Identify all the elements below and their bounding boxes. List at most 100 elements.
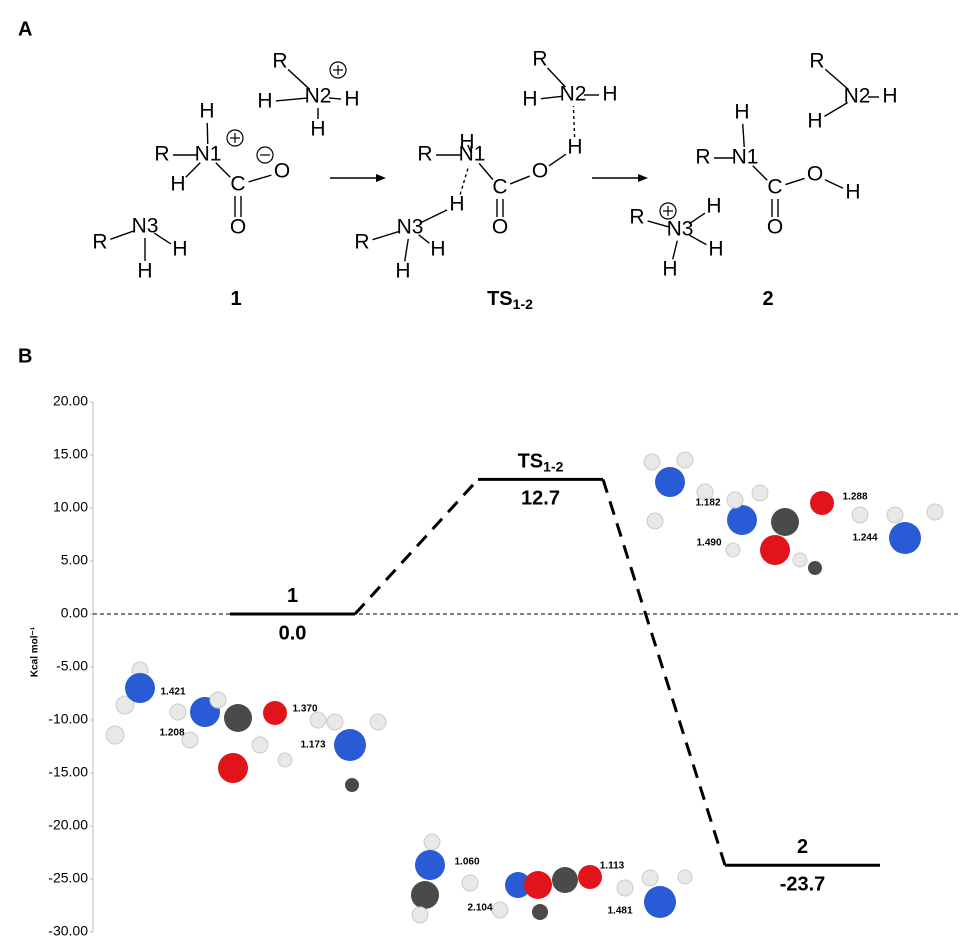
atom-ball [752,485,768,501]
atom-ball [887,507,903,523]
atom-label: C [230,173,245,196]
panel-label: A [18,18,32,40]
atom-label: H [567,136,582,159]
level-name: TS [518,451,544,473]
y-tick-label: -20.00 [48,817,88,833]
atom-ball [655,467,685,497]
compound-label: 2 [762,288,773,310]
bond-distance: 1.113 [600,861,625,872]
level-name: TS1-2 [518,451,564,474]
atom-label: H [734,101,749,124]
y-tick-label: -30.00 [48,923,88,939]
atom-label: H [170,173,185,196]
atom-ball [424,834,440,850]
atom-ball [210,692,226,708]
level-name: 2 [797,837,808,859]
atom-ball [524,871,552,899]
level-name-sub: 1-2 [543,458,563,474]
y-axis-title: Kcal mol⁻¹ [30,626,41,677]
atom-label: H [807,110,822,133]
bond [460,166,469,195]
atom-ball [677,452,693,468]
y-tick-label: -25.00 [48,870,88,886]
atom-ball [727,492,743,508]
atom-label: N3 [397,216,424,239]
bond-distance: 1.288 [842,492,867,503]
y-tick-label: 0.00 [61,605,88,621]
y-tick-label: 10.00 [53,499,88,515]
bond [479,163,493,179]
bond-distance: 1.244 [852,533,877,544]
atom-ball [760,535,790,565]
atom-label: R [272,50,287,73]
bond [673,241,678,260]
atom-label: H [310,118,325,141]
atom-ball [578,865,602,889]
atom-label: N3 [132,215,159,238]
atom-ball [412,907,428,923]
y-tick-label: 20.00 [53,393,88,409]
atom-label: H [845,181,860,204]
compound-label: TS1-2 [487,288,533,311]
compound-label: TS [487,288,513,310]
atom-label: H [395,260,410,283]
atom-label: N1 [195,143,222,166]
atom-label: R [809,50,824,73]
atom-ball [532,904,548,920]
bond-distance: 1.060 [454,857,479,868]
bond [825,180,843,189]
atom-label: N3 [667,218,694,241]
atom-label: O [274,160,290,183]
y-tick-label: -5.00 [56,658,88,674]
atom-label: H [257,90,272,113]
atom-ball [411,881,439,909]
atom-ball [327,714,343,730]
atom-ball [278,753,292,767]
atom-label: N2 [844,85,871,108]
atom-label: H [449,193,464,216]
atom-label: N2 [560,83,587,106]
atom-ball [852,507,868,523]
bond [743,124,745,147]
atom-ball [263,701,287,725]
bond-distance: 1.421 [160,687,185,698]
atom-ball [415,850,445,880]
bond-distance: 1.208 [159,728,184,739]
panel-label: B [18,345,32,367]
bond [785,178,804,184]
atom-ball [726,543,740,557]
atom-ball [727,505,757,535]
atom-ball [889,522,921,554]
atom-label: R [417,143,432,166]
atom-label: C [492,176,507,199]
bond [276,98,307,101]
bond [372,231,399,239]
bond-distance: 2.104 [467,903,492,914]
bond-distance: 1.173 [300,740,325,751]
atom-ball [170,704,186,720]
bond [573,106,574,137]
atom-label: H [137,260,152,283]
atom-label: H [602,83,617,106]
bond-distance: 1.370 [292,704,317,715]
atom-ball [644,886,676,918]
bond-distance: 1.481 [607,906,632,917]
y-tick-label: -10.00 [48,711,88,727]
atom-ball [106,726,124,744]
atom-ball [647,513,663,529]
atom-ball [224,704,252,732]
y-tick-label: 15.00 [53,446,88,462]
atom-ball [771,508,799,536]
atom-label: R [629,206,644,229]
atom-label: N1 [732,146,759,169]
atom-label: H [199,100,214,123]
compound-label: 1 [230,288,241,310]
atom-label: H [522,88,537,111]
bond [420,210,447,223]
atom-label: H [882,85,897,108]
atom-ball [793,553,807,567]
bond-distance: 1.182 [695,498,720,509]
bond [249,175,272,182]
bond-distance: 1.490 [696,538,721,549]
